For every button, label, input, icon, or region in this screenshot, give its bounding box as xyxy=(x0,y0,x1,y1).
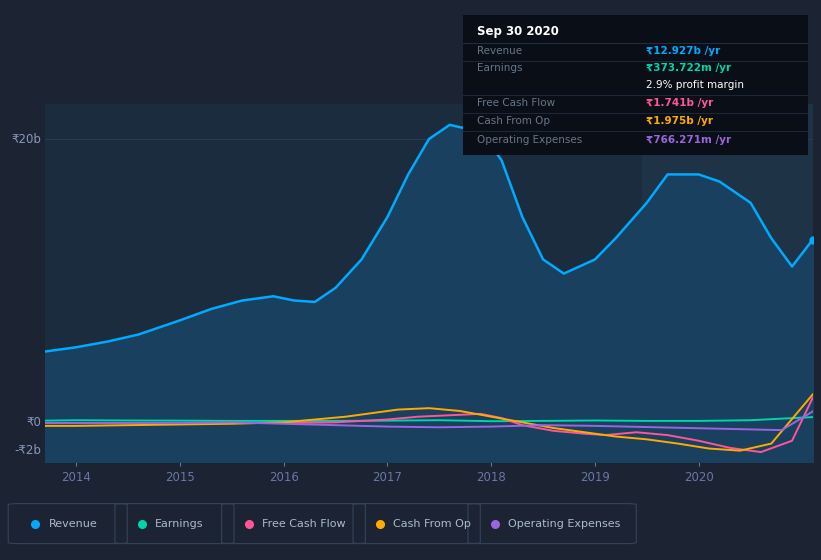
Text: Revenue: Revenue xyxy=(48,519,97,529)
Text: Free Cash Flow: Free Cash Flow xyxy=(477,98,555,108)
Text: Operating Expenses: Operating Expenses xyxy=(477,134,582,144)
Text: ₹1.975b /yr: ₹1.975b /yr xyxy=(646,116,713,127)
Text: Earnings: Earnings xyxy=(477,63,522,73)
Text: Free Cash Flow: Free Cash Flow xyxy=(262,519,346,529)
Text: Operating Expenses: Operating Expenses xyxy=(508,519,621,529)
Text: ₹0: ₹0 xyxy=(26,416,41,429)
Text: Earnings: Earnings xyxy=(155,519,204,529)
Text: Cash From Op: Cash From Op xyxy=(393,519,471,529)
Text: ₹1.741b /yr: ₹1.741b /yr xyxy=(646,98,713,108)
Text: -₹2b: -₹2b xyxy=(14,444,41,457)
Text: ₹20b: ₹20b xyxy=(11,133,41,146)
Text: 2.9% profit margin: 2.9% profit margin xyxy=(646,80,744,90)
Text: Sep 30 2020: Sep 30 2020 xyxy=(477,25,558,38)
Text: Cash From Op: Cash From Op xyxy=(477,116,550,127)
Text: ₹373.722m /yr: ₹373.722m /yr xyxy=(646,63,731,73)
Bar xyxy=(642,104,813,462)
Text: ₹12.927b /yr: ₹12.927b /yr xyxy=(646,46,720,57)
Text: Revenue: Revenue xyxy=(477,46,522,57)
Text: ₹766.271m /yr: ₹766.271m /yr xyxy=(646,134,731,144)
